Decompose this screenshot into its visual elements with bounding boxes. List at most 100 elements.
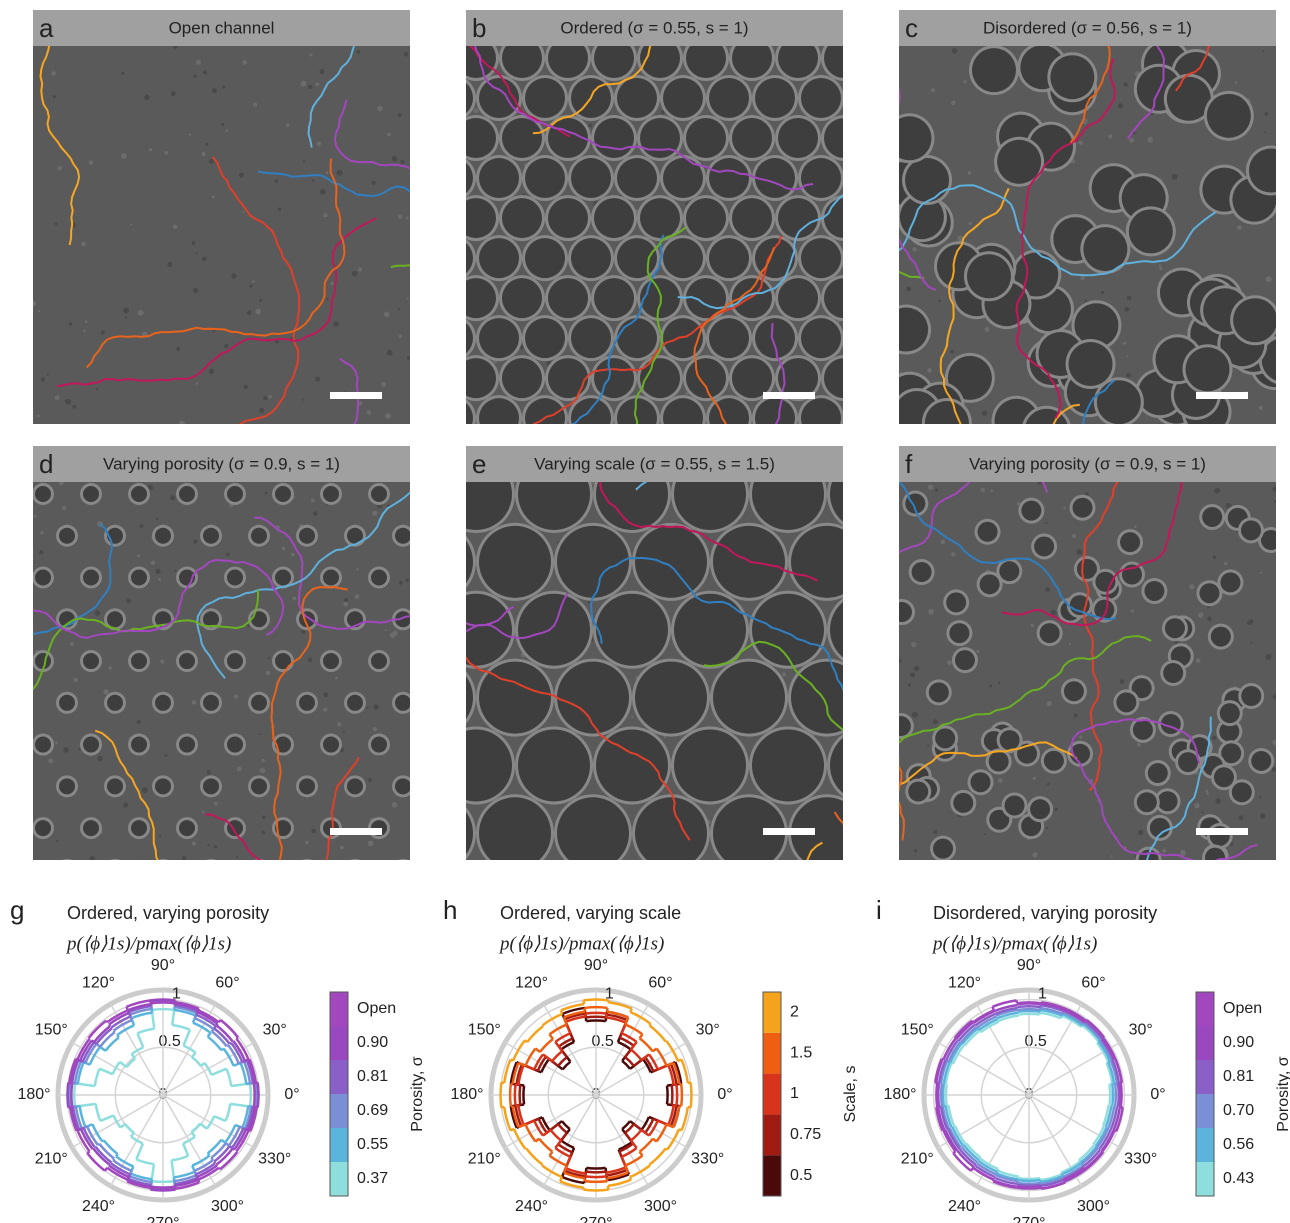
histogram-arc (548, 1154, 568, 1167)
histogram-arc (91, 1123, 104, 1143)
chart-subtitle: p(⟨ϕ⟩1s)/pmax(⟨ϕ⟩1s) (498, 933, 664, 954)
pillar (847, 78, 887, 118)
histogram-step (213, 1025, 217, 1030)
pillar (674, 482, 746, 530)
histogram-arc (655, 1123, 668, 1143)
speck (997, 778, 1003, 784)
angular-grid (504, 1041, 597, 1096)
speck (192, 287, 199, 294)
histogram-arc (150, 1001, 176, 1005)
histogram-arc (215, 1147, 234, 1166)
histogram-arc (638, 1137, 654, 1153)
speck (195, 252, 198, 255)
pillar-halo (62, 858, 72, 860)
pillar (732, 198, 772, 239)
pillar (11, 778, 27, 794)
speck (934, 488, 939, 492)
speck (356, 50, 361, 54)
legend-label: 0.43 (1223, 1170, 1254, 1187)
speck (121, 153, 127, 159)
pillar (1039, 623, 1060, 644)
speck (1071, 533, 1077, 539)
legend-label: 1 (790, 1085, 799, 1102)
histogram-step (135, 1143, 145, 1160)
histogram-step (554, 1139, 563, 1149)
pillar (525, 398, 565, 424)
speck (137, 309, 144, 316)
pillar (732, 278, 772, 319)
speck (316, 141, 322, 147)
histogram-step (562, 1165, 568, 1174)
speck (983, 833, 986, 836)
panel-letter: e (472, 449, 486, 479)
pillar (371, 736, 387, 753)
histogram-step (191, 1051, 197, 1058)
pillar (557, 661, 629, 734)
histogram-arc (586, 1019, 606, 1023)
colorbar-segment (763, 1073, 781, 1115)
pillar (1221, 743, 1242, 764)
histogram-step (114, 1153, 119, 1158)
histogram-step (946, 1059, 950, 1063)
histogram-arc (1016, 1185, 1042, 1189)
pillar (419, 904, 435, 920)
speck (302, 160, 306, 163)
histogram-arc (561, 1060, 572, 1071)
theta-tick-label: 240° (515, 1198, 548, 1215)
histogram-step (220, 1047, 225, 1052)
pillar (1128, 209, 1173, 254)
pillar (686, 198, 726, 239)
histogram-arc (936, 1082, 940, 1108)
pillar (847, 238, 887, 278)
speck (301, 629, 306, 634)
histogram-step (228, 1145, 233, 1149)
histogram-arc (672, 1105, 681, 1128)
speck (398, 334, 402, 338)
speck (224, 343, 229, 349)
speck (928, 608, 934, 615)
pillar (713, 661, 785, 734)
histogram-arc (172, 1023, 191, 1031)
speck (1189, 584, 1195, 590)
histogram-arc (70, 1082, 74, 1108)
trajectory (633, 226, 687, 424)
pillar (0, 737, 3, 753)
speck (259, 298, 262, 302)
speck (398, 580, 403, 585)
pillar (830, 737, 843, 794)
pillar-halo (416, 817, 438, 839)
speck (976, 649, 980, 654)
speck (1045, 587, 1051, 592)
pillar (410, 38, 450, 78)
angular-grid (542, 1094, 597, 1187)
r-tick-label: 0.5 (159, 1033, 181, 1050)
trajectory (1015, 58, 1117, 419)
speck (1238, 815, 1244, 821)
histogram-step (182, 1029, 192, 1047)
speck (1073, 713, 1078, 718)
speck (158, 835, 162, 838)
speck (242, 210, 245, 213)
speck (319, 188, 326, 195)
legend-label: 0.81 (357, 1068, 388, 1085)
histogram-step (99, 1067, 114, 1076)
histogram-step (962, 1143, 965, 1147)
speck (40, 531, 44, 535)
speck (1100, 290, 1105, 295)
speck (202, 70, 208, 75)
speck (406, 216, 409, 220)
pillar (502, 46, 542, 78)
pillar (709, 398, 749, 424)
pillar-halo (302, 858, 312, 860)
histogram-arc (252, 1082, 256, 1108)
histogram-step (969, 1166, 975, 1172)
pillar (155, 862, 171, 878)
speck (103, 689, 109, 695)
pillar (203, 527, 219, 544)
speck (968, 221, 972, 226)
pillar (11, 862, 27, 878)
histogram-arc (511, 1062, 520, 1085)
pillar (395, 694, 410, 711)
histogram-arc (194, 1017, 215, 1031)
pillar (899, 116, 932, 161)
